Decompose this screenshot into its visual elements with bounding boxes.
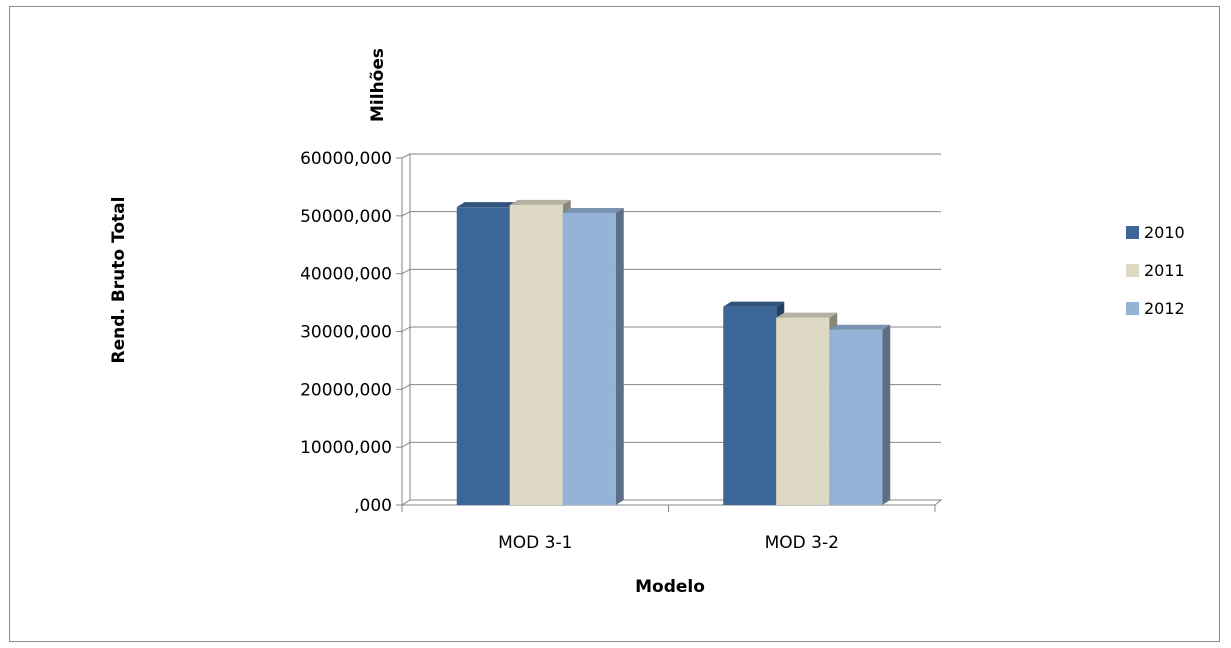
bar xyxy=(776,312,838,505)
bar xyxy=(562,207,624,506)
bar xyxy=(723,301,785,505)
y-tick-label: ,000 xyxy=(354,496,392,516)
y-tick-label: 50000,000 xyxy=(300,207,392,227)
legend-label: 2010 xyxy=(1144,223,1185,242)
y-tick-label: 60000,000 xyxy=(300,149,392,169)
legend-item: 2011 xyxy=(1126,261,1185,280)
x-tick-labels: MOD 3-1 MOD 3-2 xyxy=(498,533,839,553)
bar xyxy=(509,199,571,505)
bar xyxy=(829,324,891,505)
x-tick-label: MOD 3-2 xyxy=(765,533,839,553)
x-tick-label: MOD 3-1 xyxy=(498,533,572,553)
legend: 2010 2011 2012 xyxy=(1126,223,1185,318)
bars xyxy=(456,199,891,506)
gridline-depth xyxy=(401,268,411,275)
y-tick-label: 30000,000 xyxy=(300,323,392,343)
legend-label: 2011 xyxy=(1144,261,1185,280)
gridline-depth xyxy=(401,153,411,159)
y-tick-label: 20000,000 xyxy=(300,380,392,400)
legend-swatch xyxy=(1126,226,1139,239)
gridline-depth xyxy=(401,384,411,390)
gridline-depth xyxy=(401,211,411,217)
y-axis-title: Rend. Bruto Total xyxy=(109,197,129,364)
y-unit-label: Milhões xyxy=(368,48,388,122)
gridline-depth xyxy=(401,326,411,332)
legend-item: 2010 xyxy=(1126,223,1185,242)
legend-label: 2012 xyxy=(1144,299,1185,318)
y-tick-label: 10000,000 xyxy=(300,438,392,458)
legend-swatch xyxy=(1126,302,1139,315)
y-tick-labels: ,000 10000,000 20000,000 30000,000 40000,000… xyxy=(300,149,392,516)
gridline-depth xyxy=(401,441,411,448)
y-tick-label: 40000,000 xyxy=(300,265,392,285)
x-axis-title: Modelo xyxy=(635,577,705,597)
bar xyxy=(456,202,518,506)
legend-item: 2012 xyxy=(1126,299,1185,318)
legend-swatch xyxy=(1126,264,1139,277)
